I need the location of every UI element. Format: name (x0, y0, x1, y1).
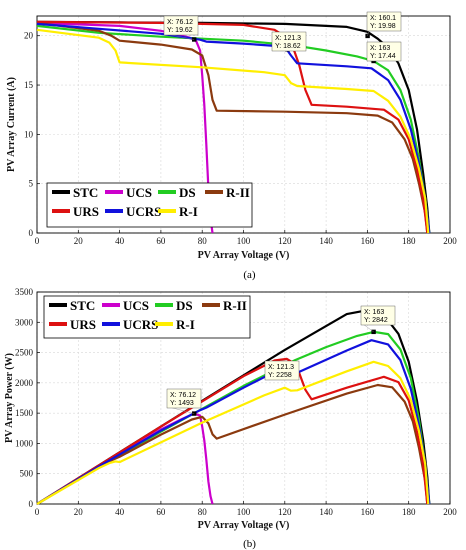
x-tick-label: 140 (319, 507, 333, 517)
x-tick-label: 60 (156, 236, 166, 246)
y-tick-label: 2500 (15, 348, 34, 358)
x-tick-label: 120 (278, 236, 292, 246)
x-tick-label: 20 (74, 236, 84, 246)
x-tick-label: 0 (35, 236, 40, 246)
data-tip-box (271, 31, 307, 52)
legend-entry: R-II (223, 298, 247, 313)
chart-2: 0 20 40 60 80 100 120 140 160 180 2000500100015002… (4, 287, 457, 550)
legend-entry: URS (70, 317, 96, 332)
data-tip-y: Y: 17.44 (370, 53, 396, 60)
series-line-r-i (36, 360, 430, 505)
legend-entry: R-II (226, 185, 250, 200)
y-tick-label: 0 (29, 228, 34, 238)
data-tip-y: Y: 1493 (170, 400, 194, 407)
y-tick-label: 0 (29, 499, 34, 509)
data-tip-x: X: 76.12 (170, 392, 196, 399)
figure-caption: (a) (243, 269, 256, 281)
legend-entry: URS (73, 204, 99, 219)
y-tick-label: 3500 (15, 287, 34, 297)
series-line-ds (36, 330, 431, 505)
x-tick-label: 80 (198, 236, 208, 246)
x-tick-label: 40 (115, 236, 125, 246)
y-tick-label: 500 (20, 469, 34, 479)
data-tip-y: Y: 19.98 (370, 23, 396, 30)
x-tick-label: 100 (237, 236, 251, 246)
x-tick-label: 160 (361, 236, 375, 246)
data-tip-box (360, 305, 396, 326)
data-tip-x: X: 160.1 (370, 15, 396, 22)
data-tip-leader (362, 323, 374, 333)
data-tip-box (264, 360, 300, 381)
legend-entry: UCS (126, 185, 152, 200)
x-axis-label: PV Array Voltage (V) (198, 250, 290, 261)
data-tip-box (163, 15, 199, 36)
y-tick-label: 20 (24, 31, 34, 41)
x-tick-label: 120 (278, 507, 292, 517)
y-tick-label: 1000 (15, 438, 34, 448)
y-axis-label: PV Array Power (W) (4, 353, 15, 443)
series-line-urs (36, 357, 429, 505)
series-line-ds (36, 24, 431, 234)
y-tick-label: 5 (29, 179, 34, 189)
data-tip-x: X: 163 (370, 45, 390, 52)
legend-entry: DS (176, 298, 193, 313)
data-tip-y: Y: 2842 (364, 317, 388, 324)
x-tick-label: 180 (402, 236, 416, 246)
figure-caption: (b) (243, 538, 256, 550)
y-axis-label: PV Array Current (A) (6, 77, 17, 172)
series-line-ucrs (36, 339, 431, 505)
x-tick-label: 180 (402, 507, 416, 517)
x-tick-label: 80 (198, 507, 208, 517)
data-tip-box (366, 41, 402, 62)
x-tick-label: 200 (443, 236, 457, 246)
legend-entry: R-I (179, 204, 198, 219)
x-tick-label: 160 (361, 507, 375, 517)
y-tick-label: 3000 (15, 317, 34, 327)
data-tip-x: X: 163 (364, 309, 384, 316)
y-tick-label: 10 (24, 129, 34, 139)
legend-entry: UCRS (123, 317, 158, 332)
data-tip-x: X: 121.3 (275, 35, 301, 42)
data-tip-box (166, 388, 202, 409)
series-line-r-ii (36, 383, 429, 505)
x-tick-label: 140 (319, 236, 333, 246)
legend-entry: R-I (176, 317, 195, 332)
data-tip-x: X: 76.12 (167, 19, 193, 26)
data-tip-y: Y: 18.62 (275, 43, 301, 50)
series-line-stc (36, 309, 431, 505)
x-tick-label: 100 (237, 507, 251, 517)
legend-entry: UCS (123, 298, 149, 313)
y-tick-label: 1500 (15, 408, 34, 418)
legend-entry: STC (70, 298, 95, 313)
series-line-r-i (36, 28, 430, 234)
data-tip-box (366, 11, 402, 32)
legend-entry: STC (73, 185, 98, 200)
x-tick-label: 0 (35, 507, 40, 517)
data-tip-y: Y: 19.62 (167, 27, 193, 34)
data-tip-x: X: 121.3 (268, 364, 294, 371)
data-tip-y: Y: 2258 (268, 372, 292, 379)
y-tick-label: 15 (24, 80, 34, 90)
y-tick-label: 2000 (15, 378, 34, 388)
x-tick-label: 20 (74, 507, 84, 517)
chart-1: 0 20 40 60 80 100 120 140 160 180 200 0 5 10 15 20 PV Ar… (6, 11, 457, 281)
x-tick-label: 200 (443, 507, 457, 517)
legend-entry: UCRS (126, 204, 161, 219)
x-tick-label: 60 (156, 507, 166, 517)
x-axis-label: PV Array Voltage (V) (198, 520, 290, 531)
series-line-r-ii (36, 21, 429, 234)
x-tick-label: 40 (115, 507, 125, 517)
series-line-urs (36, 20, 429, 234)
legend-entry: DS (179, 185, 196, 200)
series-line-ucrs (36, 22, 431, 234)
